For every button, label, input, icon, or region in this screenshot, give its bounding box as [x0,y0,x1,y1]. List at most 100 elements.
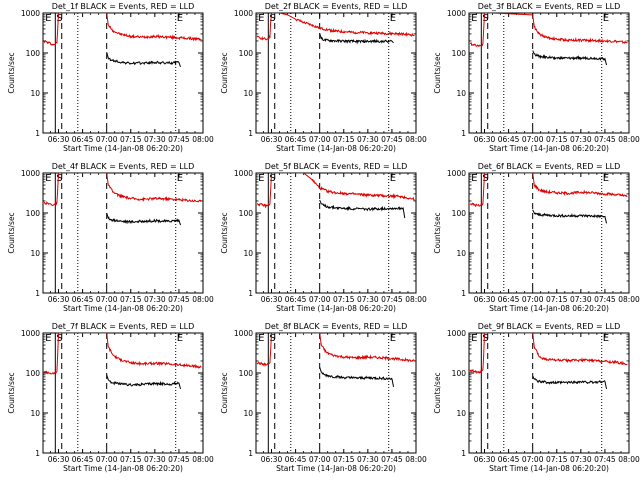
x-tick-label: 06:30 [261,135,283,144]
y-axis-label: Counts/sec [7,52,16,93]
x-tick-label: 07:15 [120,455,142,464]
x-tick-label: 07:45 [594,455,616,464]
y-axis-label: Counts/sec [220,212,229,253]
chart-svg: Det_1f BLACK = Events, RED = LLD 1 10 100 10… [7,2,214,153]
x-tick-label: 07:45 [168,455,190,464]
x-tick-label: 06:30 [474,295,496,304]
plot-frame [255,172,417,294]
y-tick-label: 100 [239,209,254,218]
y-tick-label: 1 [461,129,466,138]
x-tick-label: 07:15 [120,295,142,304]
x-tick-label: 06:45 [498,455,520,464]
y-axis-label: Counts/sec [220,52,229,93]
detector-panel-8: Det_8f BLACK = Events, RED = LLD 1 10 100 10… [213,320,427,480]
marker-label: E [45,333,51,344]
plot-frame [255,332,417,454]
y-tick-label: 100 [452,369,467,378]
marker-label: S [269,13,275,24]
y-tick-label: 10 [243,409,253,418]
x-tick-label: 07:00 [522,295,544,304]
x-axis-label: Start Time (14-Jan-08 06:20:20) [489,144,609,153]
series-line-events [532,375,608,390]
x-tick-label: 06:30 [474,455,496,464]
plot-frame [468,12,630,134]
marker-label: E [258,173,264,184]
series-line-events [532,209,608,224]
x-tick-label: 07:30 [570,295,592,304]
x-axis-label: Start Time (14-Jan-08 06:20:20) [63,304,183,313]
y-axis-label: Counts/sec [433,52,442,93]
panel-title: Det_7f BLACK = Events, RED = LLD [52,322,195,331]
y-tick-label: 1000 [21,169,40,178]
plot-frame [42,172,204,294]
series-line-lld [43,173,202,206]
y-axis-label: Counts/sec [7,372,16,413]
x-axis-label: Start Time (14-Jan-08 06:20:20) [276,464,396,473]
x-tick-label: 07:15 [333,455,355,464]
detector-panel-6: Det_6f BLACK = Events, RED = LLD 1 10 100 10… [426,160,640,320]
detector-panel-2: Det_2f BLACK = Events, RED = LLD 1 10 100 10… [213,0,427,160]
x-tick-label: 06:30 [261,295,283,304]
series-line-lld [256,333,415,367]
x-tick-label: 08:00 [618,135,640,144]
y-tick-label: 10 [243,89,253,98]
x-tick-label: 07:15 [120,135,142,144]
x-tick-label: 06:45 [285,135,307,144]
x-axis-label: Start Time (14-Jan-08 06:20:20) [489,304,609,313]
y-tick-label: 10 [456,409,466,418]
x-tick-label: 07:30 [570,455,592,464]
detector-panel-7: Det_7f BLACK = Events, RED = LLD 1 10 100 10… [0,320,214,480]
series-line-events [106,212,182,226]
panel-title: Det_9f BLACK = Events, RED = LLD [478,322,621,331]
chart-svg: Det_9f BLACK = Events, RED = LLD 1 10 100 10… [433,322,640,473]
y-tick-label: 100 [452,49,467,58]
x-tick-label: 08:00 [618,295,640,304]
y-tick-label: 1 [35,129,40,138]
y-tick-label: 100 [26,369,41,378]
chart-svg: Det_7f BLACK = Events, RED = LLD 1 10 100 10… [7,322,214,473]
x-axis-label: Start Time (14-Jan-08 06:20:20) [276,304,396,313]
series-line-lld [256,13,415,41]
x-tick-label: 07:15 [546,295,568,304]
x-tick-label: 06:30 [48,135,70,144]
chart-svg: Det_6f BLACK = Events, RED = LLD 1 10 100 10… [433,162,640,313]
series-line-events [319,33,394,45]
marker-label: S [56,13,62,24]
marker-label: E [603,333,609,344]
detector-panel-3: Det_3f BLACK = Events, RED = LLD 1 10 100 10… [426,0,640,160]
y-tick-label: 1000 [447,329,466,338]
detector-panel-4: Det_4f BLACK = Events, RED = LLD 1 10 100 10… [0,160,214,320]
x-axis-label: Start Time (14-Jan-08 06:20:20) [276,144,396,153]
x-tick-label: 07:45 [594,135,616,144]
marker-label: E [258,333,264,344]
x-tick-label: 07:45 [168,295,190,304]
x-tick-label: 06:45 [72,135,94,144]
x-tick-label: 07:00 [522,135,544,144]
x-tick-label: 07:30 [144,135,166,144]
series-line-lld [469,333,628,374]
x-tick-label: 07:30 [144,295,166,304]
series-line-events [319,199,406,219]
x-tick-label: 06:45 [498,295,520,304]
series-line-events [106,374,182,390]
y-tick-label: 1000 [234,329,253,338]
series-line-lld [257,173,415,209]
x-tick-label: 08:00 [192,455,214,464]
x-tick-label: 08:00 [405,455,427,464]
x-axis-label: Start Time (14-Jan-08 06:20:20) [63,464,183,473]
marker-label: E [177,333,183,344]
panel-title: Det_4f BLACK = Events, RED = LLD [52,162,195,171]
x-tick-label: 07:15 [546,455,568,464]
detector-panel-5: Det_5f BLACK = Events, RED = LLD 1 10 100 10… [213,160,427,320]
plot-frame [42,332,204,454]
y-tick-label: 10 [456,89,466,98]
marker-label: E [177,173,183,184]
series-line-lld [469,13,628,48]
marker-label: E [258,13,264,24]
x-tick-label: 07:30 [357,295,379,304]
x-tick-label: 06:45 [285,455,307,464]
y-tick-label: 10 [456,249,466,258]
marker-label: E [471,333,477,344]
x-tick-label: 07:00 [309,455,331,464]
